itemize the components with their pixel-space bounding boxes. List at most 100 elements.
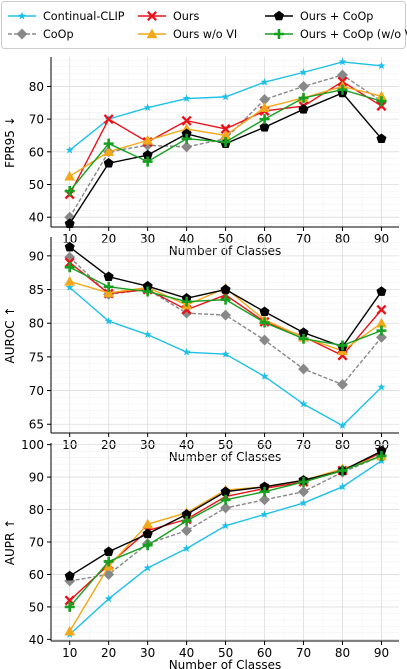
data-point: [377, 382, 386, 391]
data-point: [337, 465, 348, 476]
data-point: [142, 540, 153, 551]
data-point: [337, 84, 348, 95]
legend-marker-pentagon-icon: [273, 10, 285, 21]
data-point: [64, 262, 75, 273]
data-point: [64, 251, 76, 263]
legend-marker-triangle-icon: [146, 28, 158, 39]
y-tick-label: 75: [29, 350, 44, 364]
data-point: [376, 304, 387, 315]
legend-label: CoOp: [43, 28, 74, 41]
data-point: [64, 601, 75, 612]
data-point: [182, 347, 191, 356]
data-point: [103, 146, 115, 157]
y-tick-label: 90: [29, 249, 44, 263]
data-point: [259, 317, 270, 328]
data-point: [220, 123, 231, 134]
data-point: [181, 296, 192, 307]
series-continual-clip: [65, 456, 386, 639]
data-point: [220, 137, 231, 147]
legend-entry-ours-coop: Ours + CoOp: [265, 10, 373, 23]
x-tick-label: 80: [335, 646, 350, 660]
y-tick-label: 50: [29, 600, 44, 614]
data-point: [299, 399, 308, 408]
series-ours-coop-w-o-vi: [64, 262, 387, 351]
data-point: [259, 486, 270, 497]
data-point: [299, 68, 308, 76]
x-tick-label: 20: [101, 646, 116, 660]
data-point: [377, 61, 386, 70]
legend-label: Ours + CoOp: [300, 10, 373, 23]
auroc-panel: 657075808590102030405060708090Number of …: [3, 237, 399, 464]
data-point: [103, 271, 114, 282]
x-tick-label: 70: [296, 646, 311, 660]
legend-entry-ours-coop-w-o-vi: Ours + CoOp (w/o VI): [265, 28, 407, 41]
x-axis-label: Number of Classes: [169, 658, 282, 669]
data-point: [221, 349, 230, 358]
data-point: [260, 77, 269, 86]
data-point: [376, 133, 387, 144]
data-point: [297, 80, 310, 92]
data-point: [260, 510, 269, 518]
data-point: [104, 316, 113, 325]
data-point: [64, 170, 76, 181]
legend-marker-plus-icon: [274, 29, 284, 39]
data-point: [64, 241, 75, 252]
data-point: [299, 498, 308, 507]
legend-frame: [1, 1, 406, 49]
y-axis-label: AUROC ↑: [3, 306, 17, 363]
data-point: [181, 141, 193, 153]
legend-marker-diamond-icon: [16, 28, 28, 40]
y-tick-label: 90: [29, 471, 44, 485]
data-point: [220, 502, 232, 514]
data-point: [338, 57, 347, 66]
y-tick-label: 60: [29, 145, 44, 159]
data-point: [376, 286, 387, 296]
legend-entry-coop: CoOp: [8, 28, 74, 41]
series-ours-coop-w-o-vi: [64, 450, 387, 612]
y-tick-label: 40: [29, 633, 44, 647]
data-point: [259, 334, 271, 346]
legend-label: Ours: [173, 10, 199, 23]
data-point: [142, 528, 153, 539]
legend-marker-star-icon: [17, 11, 27, 20]
y-tick-label: 60: [29, 568, 44, 582]
data-point: [181, 307, 193, 319]
data-point: [103, 157, 114, 168]
data-point: [259, 494, 271, 506]
data-point: [142, 286, 153, 297]
data-point: [298, 333, 309, 344]
legend-entry-ours-w-o-vi: Ours w/o VI: [138, 28, 237, 41]
data-point: [143, 330, 152, 339]
data-point: [64, 275, 76, 286]
y-tick-label: 70: [29, 384, 44, 398]
legend-marker-x-icon: [146, 10, 158, 22]
data-point: [103, 556, 114, 567]
data-point: [298, 92, 309, 103]
data-point: [181, 115, 192, 126]
data-point: [297, 486, 310, 498]
x-tick-label: 40: [179, 646, 194, 660]
data-point: [103, 287, 115, 298]
data-point: [376, 96, 387, 107]
grid: [51, 237, 399, 433]
data-point: [65, 145, 74, 154]
data-point: [104, 594, 113, 603]
data-point: [376, 325, 387, 336]
data-point: [181, 515, 192, 526]
data-point: [143, 103, 152, 112]
x-axis-label: Number of Classes: [169, 450, 282, 464]
data-point: [259, 121, 270, 132]
x-axis-label: Number of Classes: [169, 244, 282, 258]
legend-entry-continual-clip: Continual-CLIP: [8, 10, 125, 23]
series-continual-clip: [65, 283, 386, 430]
data-point: [65, 283, 74, 292]
data-point: [259, 114, 270, 125]
data-point: [221, 521, 230, 530]
data-point: [336, 378, 349, 391]
series-ours-coop-w-o-vi: [64, 84, 387, 197]
x-tick-label: 60: [257, 646, 272, 660]
legend: Continual-CLIP CoOp Ours Ours w/o VI Ours + …: [1, 1, 407, 49]
y-tick-label: 80: [29, 80, 44, 94]
grid: [51, 443, 399, 641]
